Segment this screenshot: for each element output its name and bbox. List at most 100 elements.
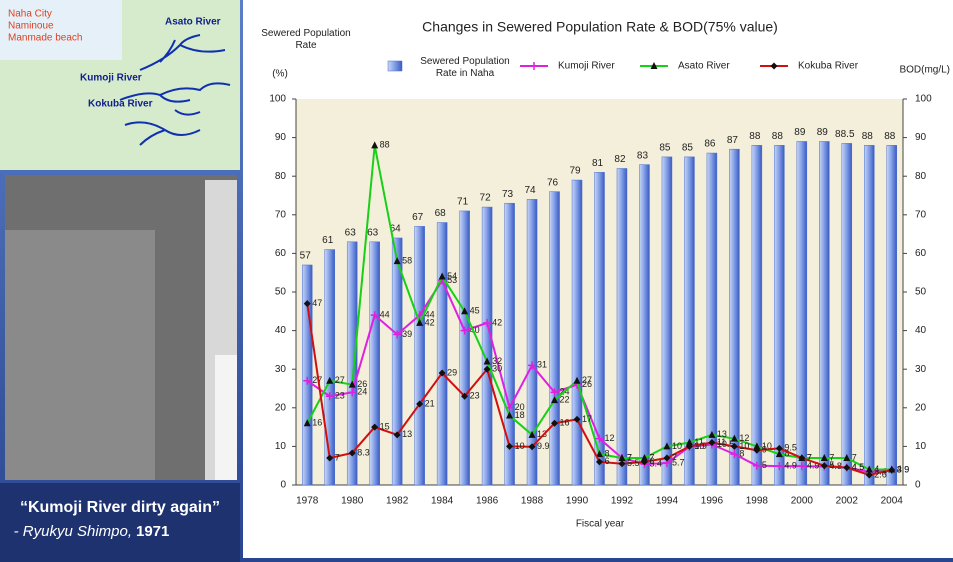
bar — [797, 141, 807, 485]
line-value-label: 23 — [335, 391, 345, 401]
line-value-label: 18 — [515, 410, 525, 420]
line-value-label: 4.5 — [852, 462, 865, 472]
bar-value-label: 88.5 — [835, 129, 855, 140]
y2-tick-label: 0 — [915, 480, 921, 491]
y-tick-label: 80 — [275, 171, 287, 182]
slide: Naha City Naminoue Manmade beach Asato R… — [0, 0, 953, 562]
caption-source: - Ryukyu Shimpo, — [14, 523, 132, 540]
bar — [819, 141, 829, 485]
bar-value-label: 76 — [547, 177, 559, 188]
y2-tick-label: 100 — [915, 94, 932, 105]
bar-value-label: 74 — [524, 185, 536, 196]
line-value-label: 7 — [807, 452, 812, 462]
line-value-label: 7 — [852, 452, 857, 462]
bar — [752, 145, 762, 485]
line-value-label: 16 — [560, 418, 570, 428]
line-value-label: 31 — [537, 360, 547, 370]
line-value-label: 39 — [402, 329, 412, 339]
bar-value-label: 61 — [322, 235, 334, 246]
x-tick-label: 1998 — [746, 496, 769, 507]
line-value-label: 47 — [312, 298, 322, 308]
line-value-label: 22 — [560, 394, 570, 404]
legend-label: Asato River — [678, 61, 730, 72]
bar-value-label: 82 — [614, 154, 626, 165]
legend-label: Kokuba River — [798, 61, 859, 72]
y2-tick-label: 30 — [915, 364, 927, 375]
y-tick-label: 20 — [275, 402, 287, 413]
bar — [325, 250, 335, 485]
line-value-label: 23 — [470, 391, 480, 401]
line-value-label: 29 — [447, 367, 457, 377]
y2-tick-label: 50 — [915, 287, 927, 298]
line-value-label: 42 — [425, 317, 435, 327]
bar-value-label: 88 — [772, 131, 784, 142]
photo-ground — [5, 230, 155, 480]
x-tick-label: 1986 — [476, 496, 499, 507]
bar — [842, 143, 852, 485]
y-tick-label: 70 — [275, 209, 287, 220]
bar-value-label: 63 — [345, 227, 357, 238]
bar-value-label: 63 — [367, 227, 379, 238]
line-value-label: 4.9 — [784, 460, 797, 470]
line-value-label: 10 — [672, 441, 682, 451]
y2-tick-label: 40 — [915, 325, 927, 336]
x-tick-label: 2000 — [791, 496, 814, 507]
line-value-label: 9.9 — [537, 441, 550, 451]
bar-value-label: 88 — [884, 131, 896, 142]
bar — [864, 145, 874, 485]
bar — [437, 223, 447, 485]
bar-value-label: 57 — [300, 251, 312, 262]
bar-value-label: 88 — [862, 131, 874, 142]
line-value-label: 10 — [515, 441, 525, 451]
x-tick-label: 1994 — [656, 496, 679, 507]
line-value-label: 10 — [694, 441, 704, 451]
chart-title: Changes in Sewered Population Rate & BOD… — [422, 19, 778, 35]
y2-axis-title: BOD(mg/L) — [899, 65, 950, 76]
line-value-label: 3.9 — [897, 464, 910, 474]
y2-tick-label: 60 — [915, 248, 927, 259]
bar — [684, 157, 694, 485]
line-value-label: 30 — [492, 364, 502, 374]
line-value-label: 21 — [425, 398, 435, 408]
x-tick-label: 2004 — [881, 496, 904, 507]
x-tick-label: 1984 — [431, 496, 454, 507]
bar-value-label: 71 — [457, 197, 469, 208]
bar — [639, 165, 649, 485]
bar-value-label: 68 — [435, 208, 447, 219]
bar-value-label: 88 — [749, 131, 761, 142]
legend-swatch — [388, 61, 402, 71]
caption-year: 1971 — [136, 523, 169, 540]
x-axis-title: Fiscal year — [576, 519, 625, 530]
x-tick-label: 1988 — [521, 496, 544, 507]
bar-value-label: 72 — [480, 193, 492, 204]
x-tick-label: 1982 — [386, 496, 409, 507]
bar-value-label: 85 — [659, 143, 671, 154]
map-label: Asato River — [165, 17, 221, 28]
line-value-label: 44 — [380, 310, 390, 320]
bar — [415, 226, 425, 485]
bar — [774, 145, 784, 485]
slide-graphics: Naha City Naminoue Manmade beach Asato R… — [0, 0, 953, 562]
photo-blank — [215, 355, 237, 480]
bar — [662, 157, 672, 485]
y2-tick-label: 90 — [915, 132, 927, 143]
line-value-label: 5.5 — [627, 458, 640, 468]
bar — [302, 265, 312, 485]
y-tick-label: 30 — [275, 364, 287, 375]
bar — [370, 242, 380, 485]
line-value-label: 6 — [605, 456, 610, 466]
y2-tick-label: 70 — [915, 209, 927, 220]
line-value-label: 27 — [335, 375, 345, 385]
y-tick-label: 60 — [275, 248, 287, 259]
bar — [729, 149, 739, 485]
line-value-label: 12 — [605, 433, 615, 443]
bar — [460, 211, 470, 485]
line-value-label: 42 — [492, 317, 502, 327]
line-value-label: 7 — [335, 452, 340, 462]
line-value-label: 10 — [739, 441, 749, 451]
x-tick-label: 1992 — [611, 496, 634, 507]
map-label: Kumoji River — [80, 73, 142, 84]
line-value-label: 11 — [717, 437, 726, 447]
map-label: Kokuba River — [88, 99, 153, 110]
line-value-label: 8.3 — [357, 447, 370, 457]
